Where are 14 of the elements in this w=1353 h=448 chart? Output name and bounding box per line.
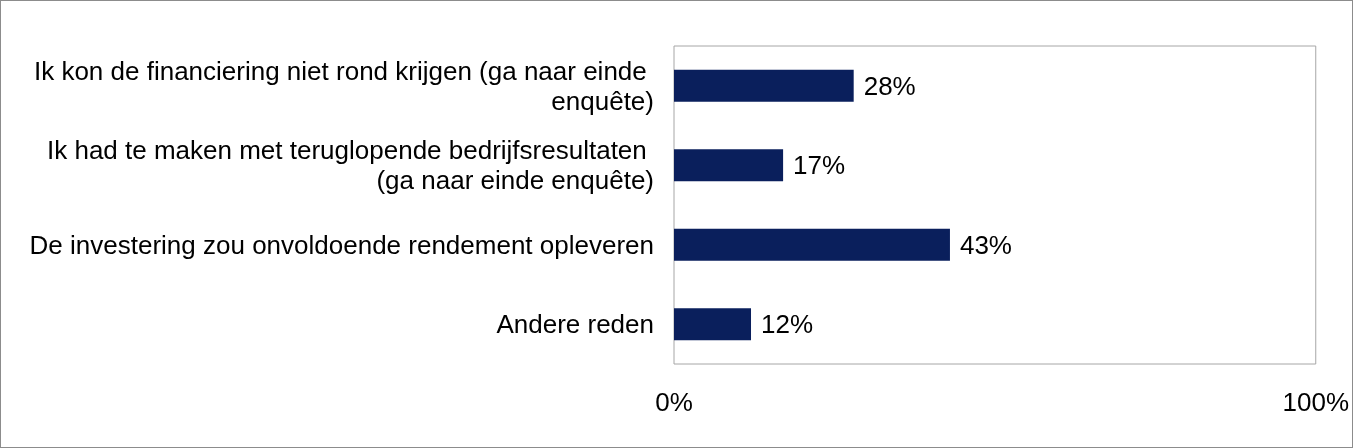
y-tick-label: Andere reden (496, 309, 654, 340)
data-label: 12% (761, 309, 814, 340)
data-label: 28% (863, 70, 916, 101)
data-label: 17% (793, 150, 846, 181)
bar (674, 308, 752, 341)
y-tick-label: De investering zou onvoldoende rendement opleveren (29, 229, 654, 260)
x-tick-label: 0% (655, 387, 693, 417)
bar (674, 69, 854, 102)
bar (674, 149, 784, 182)
y-tick-label: Ik kon de financiering niet rond krijgen (ga naar einde enquête) (33, 55, 654, 116)
bar (674, 228, 950, 261)
x-tick-label: 100% (1282, 387, 1349, 417)
y-tick-label: Ik had te maken met teruglopende bedrijfsresultaten (ga naar einde enquête) (46, 135, 654, 196)
data-label: 43% (959, 229, 1012, 260)
